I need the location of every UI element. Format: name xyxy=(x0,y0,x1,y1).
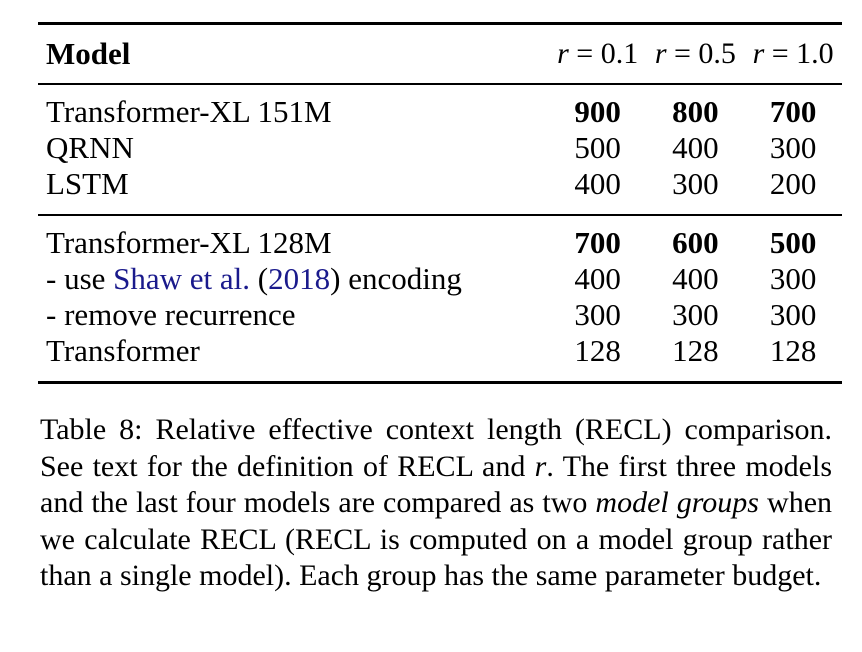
table-row: Transformer-XL 128M 700 600 500 xyxy=(38,215,842,261)
table-row: LSTM 400 300 200 xyxy=(38,166,842,215)
value-cell: 300 xyxy=(769,130,817,165)
caption-text: Relative effective context length (RECL)… xyxy=(40,413,833,483)
model-name: Transformer-XL 151M xyxy=(46,94,332,129)
value-cell: 300 xyxy=(672,166,719,201)
citation-link-year[interactable]: 2018 xyxy=(268,261,331,296)
value-cell: 128 xyxy=(574,333,621,368)
table-row: - remove recurrence 300 300 300 xyxy=(38,297,842,333)
value-cell: 200 xyxy=(769,166,817,201)
table-header-row: Model r = 0.1 r = 0.5 r = 1.0 xyxy=(38,23,842,85)
value-cell: 700 xyxy=(769,94,817,129)
header-r-0.1: r = 0.1 xyxy=(557,37,639,70)
value-cell: 128 xyxy=(672,333,719,368)
value-cell: 300 xyxy=(769,261,817,296)
model-name: LSTM xyxy=(46,166,129,201)
header-r-1.0: r = 1.0 xyxy=(752,37,834,70)
model-name: - remove recurrence xyxy=(46,297,296,332)
value-cell: 300 xyxy=(672,297,719,332)
caption-emphasis: model groups xyxy=(595,486,759,519)
value-cell: 700 xyxy=(574,225,621,260)
value-cell: 300 xyxy=(769,297,817,332)
value-cell: 400 xyxy=(672,130,719,165)
value-cell: 400 xyxy=(672,261,719,296)
caption-variable: r xyxy=(534,449,547,483)
caption-label: Table 8: xyxy=(40,413,143,446)
value-cell: 500 xyxy=(769,225,817,260)
recl-table: Model r = 0.1 r = 0.5 r = 1.0 Transforme… xyxy=(38,22,842,384)
results-table-container: Model r = 0.1 r = 0.5 r = 1.0 Transforme… xyxy=(38,22,842,384)
value-cell: 400 xyxy=(574,261,621,296)
header-model: Model xyxy=(46,36,131,71)
table-row: QRNN 500 400 300 xyxy=(38,130,842,166)
value-cell: 128 xyxy=(769,333,817,368)
model-name: QRNN xyxy=(46,130,134,165)
header-r-0.5: r = 0.5 xyxy=(654,37,736,70)
caption-text: . The first three models and the last fo… xyxy=(40,449,832,520)
table-row: - use Shaw et al. (2018) encoding 400 40… xyxy=(38,261,842,297)
model-name: Transformer xyxy=(46,333,200,368)
table-caption: Table 8: Relative effective context leng… xyxy=(40,412,832,595)
table-row: Transformer 128 128 128 xyxy=(38,333,842,383)
value-cell: 800 xyxy=(672,94,719,129)
model-name: Transformer-XL 128M xyxy=(46,225,332,260)
caption-text: when we calculate RECL (RECL is computed… xyxy=(40,486,833,592)
table-row: Transformer-XL 151M 900 800 700 xyxy=(38,84,842,130)
value-cell: 500 xyxy=(574,130,621,165)
value-cell: 900 xyxy=(574,94,621,129)
value-cell: 300 xyxy=(574,297,621,332)
citation-link-author[interactable]: Shaw et al. xyxy=(113,261,251,296)
model-name: - use Shaw et al. (2018) encoding xyxy=(46,261,462,296)
value-cell: 600 xyxy=(672,225,719,260)
value-cell: 400 xyxy=(574,166,621,201)
